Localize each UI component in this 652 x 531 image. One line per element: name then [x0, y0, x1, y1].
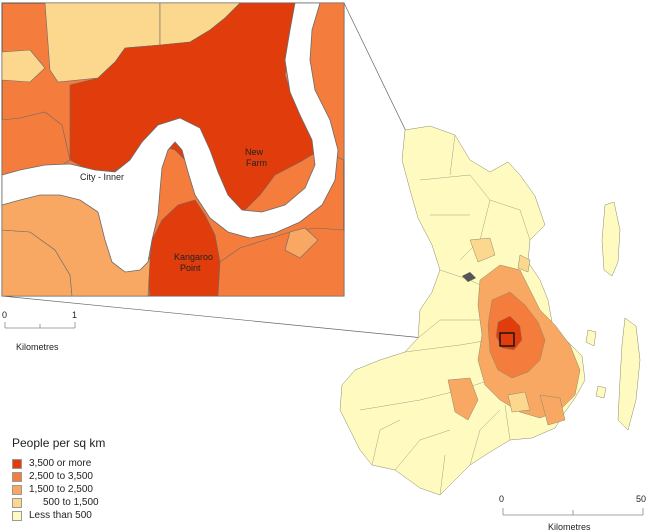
- legend-swatch: [12, 497, 22, 508]
- main-scale-zero: 0: [499, 494, 504, 504]
- legend-item: Less than 500: [12, 509, 172, 522]
- island-small-2: [595, 385, 607, 399]
- legend-title: People per sq km: [12, 436, 106, 450]
- urban-patch-4: [539, 394, 566, 426]
- label-new-farm-line1: New: [245, 147, 264, 157]
- label-kangaroo-line2: Point: [180, 263, 201, 273]
- island-moreton: [617, 317, 641, 431]
- legend-item: 3,500 or more: [12, 457, 172, 470]
- legend-item: 2,500 to 3,500: [12, 470, 172, 483]
- dam-water: [462, 272, 476, 282]
- main-scale-bar: [502, 508, 644, 516]
- urban-patch-5: [507, 391, 531, 413]
- brisbane-river: [1, 2, 339, 273]
- legend-swatch: [12, 471, 22, 482]
- legend-item: 1,500 to 2,500: [12, 483, 172, 496]
- study-area-box: [499, 332, 515, 347]
- island-bribie: [601, 201, 621, 277]
- urban-patch-1: [469, 237, 496, 263]
- legend-label: 500 to 1,500: [43, 497, 99, 508]
- inset-scale-one: 1: [72, 310, 77, 320]
- main-region-map: [339, 125, 641, 496]
- legend-swatch: [12, 458, 22, 469]
- legend-swatch: [12, 510, 22, 521]
- inset-map: City - Inner New Farm Kangaroo Point: [1, 2, 345, 297]
- legend-label: 1,500 to 2,500: [29, 484, 93, 495]
- region-outline: [339, 125, 586, 496]
- urban-patch-2: [447, 377, 479, 421]
- legend: People per sq km 3,500 or more 2,500 to …: [12, 436, 172, 522]
- urban-patch-3: [517, 254, 531, 273]
- inset-scale-unit: Kilometres: [16, 342, 59, 352]
- legend-label: 2,500 to 3,500: [29, 471, 93, 482]
- legend-swatch: [12, 484, 22, 495]
- main-scale-unit: Kilometres: [548, 522, 591, 531]
- main-scale-fifty: 50: [636, 494, 646, 504]
- inset-region-right-small: [284, 227, 319, 259]
- inset-scale-zero: 0: [2, 310, 7, 320]
- legend-label: 3,500 or more: [29, 458, 92, 469]
- label-city-inner: City - Inner: [80, 172, 124, 182]
- inset-region-red-kangaroo: [147, 199, 221, 297]
- legend-item: 500 to 1,500: [12, 496, 172, 509]
- inset-scale-bar: [4, 322, 76, 329]
- inset-region-light-small: [1, 49, 46, 83]
- label-kangaroo-line1: Kangaroo: [174, 252, 213, 262]
- label-new-farm-line2: Farm: [246, 158, 267, 168]
- legend-label: Less than 500: [29, 510, 92, 521]
- island-small: [585, 329, 597, 347]
